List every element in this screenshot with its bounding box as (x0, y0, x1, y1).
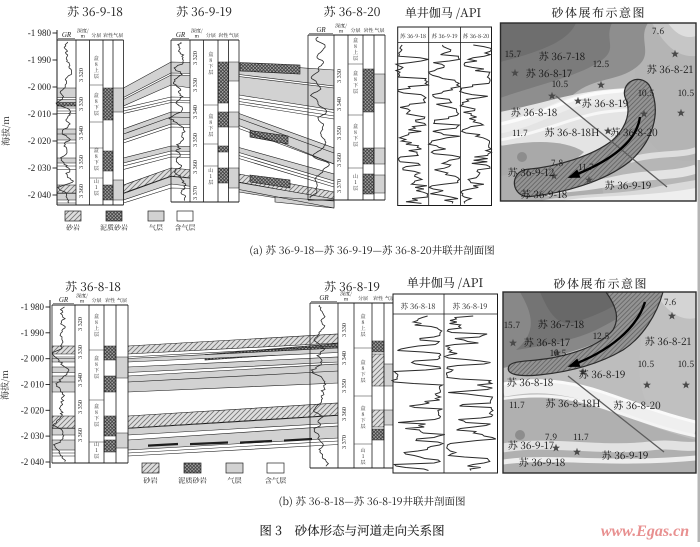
svg-text:-2 020: -2 020 (21, 405, 45, 415)
svg-text:3 360: 3 360 (336, 153, 343, 167)
svg-text:3 340: 3 340 (341, 351, 348, 365)
svg-text:3 350: 3 350 (78, 155, 85, 169)
svg-text:GR: GR (62, 31, 72, 39)
svg-text:3 330: 3 330 (78, 97, 85, 111)
svg-text:GR: GR (319, 294, 329, 302)
svg-text:3 370: 3 370 (192, 186, 199, 200)
svg-text:-1 990: -1 990 (21, 328, 45, 338)
svg-text:-1 990: -1 990 (28, 55, 52, 65)
svg-text:www.Egas.cn: www.Egas.cn (601, 523, 689, 540)
svg-text:m: m (344, 297, 349, 303)
svg-text:GR: GR (176, 31, 186, 39)
svg-text:3 320: 3 320 (192, 51, 199, 65)
svg-text:GR: GR (316, 26, 326, 34)
svg-text:3 360: 3 360 (341, 407, 348, 421)
svg-text:3 340: 3 340 (78, 126, 85, 140)
svg-text:3 330: 3 330 (192, 78, 199, 92)
svg-text:3 360: 3 360 (192, 160, 199, 174)
svg-text:3 340: 3 340 (77, 373, 84, 387)
svg-text:3 370: 3 370 (336, 179, 343, 193)
svg-text:3 330: 3 330 (341, 323, 348, 337)
svg-text:3 350: 3 350 (341, 379, 348, 393)
svg-text:-1 980: -1 980 (21, 302, 45, 312)
svg-text:-2 020: -2 020 (28, 136, 52, 146)
svg-text:3 330: 3 330 (336, 69, 343, 83)
svg-text:-2 030: -2 030 (28, 163, 52, 173)
svg-text:3 360: 3 360 (77, 428, 84, 442)
svg-text:3 340: 3 340 (336, 97, 343, 111)
svg-text:-2 010: -2 010 (28, 109, 52, 119)
svg-text:-2 040: -2 040 (28, 190, 52, 200)
svg-text:3 320: 3 320 (78, 68, 85, 82)
svg-text:-2 000: -2 000 (21, 354, 45, 364)
svg-text:-2 000: -2 000 (28, 82, 52, 92)
svg-text:3 320: 3 320 (77, 317, 84, 331)
svg-text:3 350: 3 350 (336, 126, 343, 140)
svg-text:-1 980: -1 980 (28, 28, 52, 38)
svg-text:3 330: 3 330 (77, 345, 84, 359)
svg-text:3 350: 3 350 (192, 133, 199, 147)
svg-text:m: m (339, 29, 344, 35)
svg-text:3 350: 3 350 (77, 400, 84, 414)
svg-text:-2 030: -2 030 (21, 431, 45, 441)
svg-text:3 340: 3 340 (192, 105, 199, 119)
svg-text:GR: GR (59, 296, 69, 304)
svg-text:m: m (81, 34, 86, 40)
svg-text:m: m (195, 34, 200, 40)
svg-text:-2 040: -2 040 (21, 457, 45, 467)
svg-text:3 360: 3 360 (78, 184, 85, 198)
svg-text:-2 010: -2 010 (21, 379, 45, 389)
svg-text:m: m (80, 299, 85, 305)
svg-text:3 370: 3 370 (341, 435, 348, 449)
